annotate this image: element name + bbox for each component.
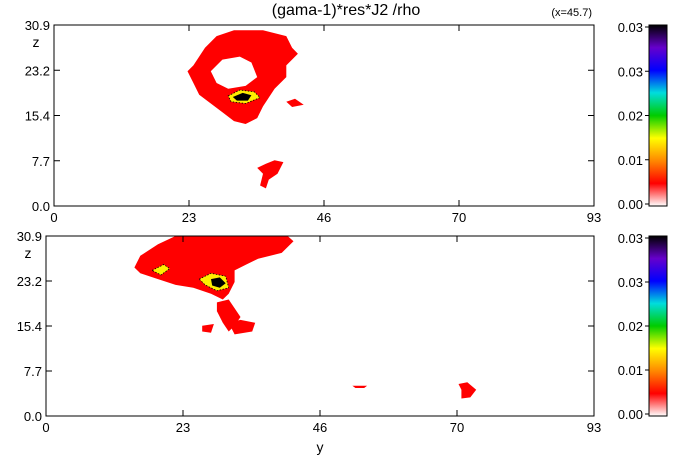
colorbar	[648, 24, 668, 207]
x-tick-label: 46	[317, 210, 331, 225]
region-high	[232, 92, 252, 101]
x-tick-label: 93	[587, 210, 601, 225]
figure-title: (gama-1)*res*J2 /rho	[271, 2, 421, 19]
region-hole	[210, 56, 258, 89]
x-tick-label: 0	[50, 210, 57, 225]
colorbar-tick-label: 0.00	[618, 407, 643, 422]
y-tick-label: 30.9	[25, 18, 50, 33]
y-axis-label: z	[25, 245, 32, 261]
y-tick-label: 7.7	[32, 154, 50, 169]
region-low	[202, 324, 214, 333]
region-high	[211, 277, 226, 288]
colorbar-tick-label: 0.03	[618, 231, 643, 246]
colorbar-tick-label: 0.00	[618, 197, 643, 212]
colorbar-tick-label: 0.02	[618, 109, 643, 124]
region-low	[257, 160, 284, 189]
x-tick-label: 70	[450, 420, 464, 435]
x-tick-label: 46	[313, 420, 327, 435]
colorbar-tick-label: 0.02	[618, 319, 643, 334]
x-tick-label: 70	[452, 210, 466, 225]
x-tick-label: 93	[587, 420, 601, 435]
x-tick-label: 23	[182, 210, 196, 225]
plot-frame	[45, 235, 595, 417]
y-tick-label: 23.2	[25, 63, 50, 78]
x-tick-label: 23	[176, 420, 190, 435]
y-axis-label: z	[33, 34, 40, 50]
y-tick-label: 15.4	[17, 319, 42, 334]
colorbar-tick-label: 0.03	[618, 20, 643, 35]
colorbar-tick-label: 0.03	[618, 275, 643, 290]
x-tick-label: 0	[42, 420, 49, 435]
colorbar-tick-label: 0.01	[618, 363, 643, 378]
y-tick-label: 0.0	[32, 199, 50, 214]
y-tick-label: 0.0	[24, 409, 42, 424]
colorbar	[648, 235, 668, 417]
region-low	[228, 319, 256, 335]
colorbar-tick-label: 0.01	[618, 153, 643, 168]
region-low	[458, 382, 477, 399]
region-mid	[151, 264, 171, 276]
region-low	[134, 236, 294, 300]
region-low	[352, 385, 368, 388]
panel-bottom	[45, 235, 668, 417]
colorbar-tick-label: 0.03	[618, 64, 643, 79]
panel-top	[53, 24, 668, 207]
region-low	[286, 98, 304, 107]
x-axis-label: y	[317, 439, 324, 455]
plot-frame	[53, 24, 595, 207]
y-tick-label: 30.9	[17, 229, 42, 244]
y-tick-label: 23.2	[17, 274, 42, 289]
y-tick-label: 15.4	[25, 109, 50, 124]
x-position-annotation: (x=45.7)	[551, 7, 592, 19]
y-tick-label: 7.7	[24, 364, 42, 379]
